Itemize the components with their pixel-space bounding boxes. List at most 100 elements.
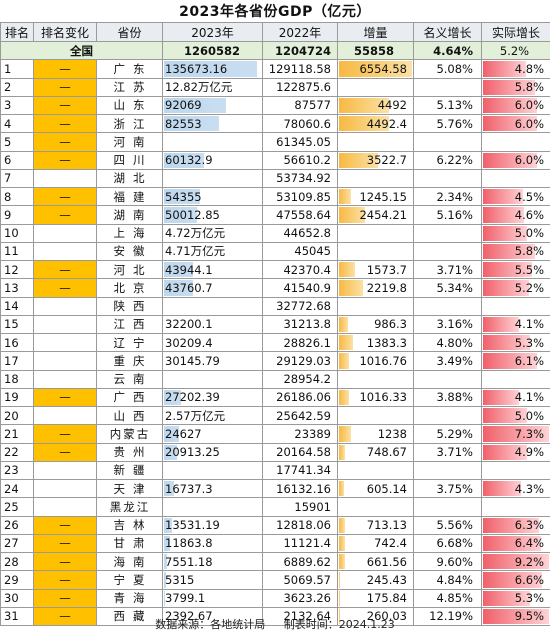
- real-bar-fill: [483, 335, 530, 351]
- gdp-2022-cell: 6889.62: [262, 551, 338, 572]
- nominal-growth-cell: [413, 369, 482, 389]
- gdp-2023-cell: 43760.7: [162, 278, 263, 298]
- nominal-growth-cell-value: 3.49%: [436, 353, 473, 368]
- inc-bar-fill: [339, 517, 346, 533]
- inc-bar-fill: [339, 353, 349, 369]
- rank-change-cell: —: [33, 551, 97, 572]
- gdp-2023-cell-value: 50012.85: [165, 207, 220, 222]
- real-bar-fill: [483, 408, 528, 424]
- rank-cell: 25: [0, 497, 34, 517]
- rank-change-cell-value: —: [59, 536, 71, 551]
- gdp-2022-cell: 56610.2: [262, 150, 338, 170]
- gdp-2022-cell-value: 31213.8: [283, 317, 331, 332]
- rank-change-cell: [33, 369, 97, 389]
- rank-cell: 31: [0, 606, 34, 627]
- increase-cell: [337, 241, 414, 262]
- total-gdp-2023: 1260582: [162, 40, 263, 61]
- nominal-growth-cell: 4.85%: [413, 588, 482, 608]
- province-cell-value: 内蒙古: [109, 426, 151, 441]
- increase-cell: 1238: [337, 424, 414, 444]
- gdp-2023-cell: 16737.3: [162, 478, 263, 499]
- gdp-2023-cell: 60132.9: [162, 150, 263, 170]
- province-cell: 山东: [96, 95, 163, 116]
- rank-change-cell: [33, 223, 97, 243]
- gdp-2023-cell-value: 54355: [165, 189, 202, 204]
- gdp-2022-cell: 122875.6: [262, 77, 338, 97]
- gdp-2023-cell-value: 24627: [165, 426, 202, 441]
- real-growth-cell-value: 5.8%: [514, 80, 544, 95]
- gdp-2022-cell-value: 47558.64: [276, 207, 331, 222]
- inc-bar-fill: [339, 262, 355, 278]
- gdp-2022-cell: 31213.8: [262, 314, 338, 335]
- increase-cell: 4492.4: [337, 113, 414, 134]
- gdp-bar-fill: [164, 426, 179, 442]
- rank-cell-value: 26: [4, 518, 19, 533]
- table-row: 29 — 宁夏 5315 5069.57 245.43 4.84% 6.6%: [0, 570, 550, 590]
- province-cell: 辽宁: [96, 332, 163, 353]
- gdp-2023-cell-value: 27202.39: [165, 390, 220, 405]
- province-cell: 广西: [96, 387, 163, 408]
- gdp-bar-fill: [164, 97, 227, 113]
- nominal-growth-cell: [413, 405, 482, 426]
- nominal-growth-cell-value: 3.88%: [436, 390, 473, 405]
- gdp-2023-cell-value: 5315: [165, 572, 195, 587]
- total-gdp-2022: 1204724: [262, 40, 338, 61]
- province-cell-value: 云南: [113, 372, 153, 387]
- nominal-growth-cell: 12.19%: [413, 606, 482, 627]
- rank-change-cell-value: —: [59, 426, 71, 441]
- increase-cell-value: 175.84: [366, 591, 407, 606]
- real-growth-cell-value: 7.3%: [514, 426, 544, 441]
- increase-cell-value: 2219.8: [366, 280, 407, 295]
- gdp-2022-cell-value: 41540.9: [283, 280, 331, 295]
- header-rank: 排名: [0, 22, 34, 42]
- table-row: 12 — 河北 43944.1 42370.4 1573.7 3.71% 5.5%: [0, 259, 550, 280]
- province-cell: 新疆: [96, 460, 163, 481]
- rank-change-cell: —: [33, 515, 97, 535]
- real-bar-fill: [483, 554, 549, 570]
- real-growth-cell-value: 6.3%: [514, 518, 544, 533]
- nominal-growth-cell-value: 5.13%: [436, 98, 473, 113]
- province-cell: 西藏: [96, 606, 163, 627]
- table-row: 28 — 海南 7551.18 6889.62 661.56 9.60% 9.2%: [0, 551, 550, 572]
- table-row: 31 — 西藏 2392.67 2132.64 260.03 12.19% 9.5%: [0, 606, 550, 627]
- gdp-2023-cell: [162, 168, 263, 189]
- rank-change-cell: —: [33, 77, 97, 97]
- real-bar-fill: [483, 316, 520, 332]
- real-growth-cell: 6.0%: [481, 113, 550, 134]
- increase-cell: 260.03: [337, 606, 414, 627]
- rank-cell: 23: [0, 460, 34, 481]
- gdp-2022-cell-value: 5069.57: [283, 572, 331, 587]
- real-growth-cell: 4.8%: [481, 59, 550, 79]
- nominal-growth-cell: [413, 296, 482, 316]
- gdp-2022-cell: 5069.57: [262, 570, 338, 590]
- inc-bar-fill: [339, 152, 378, 168]
- rank-cell: 29: [0, 570, 34, 590]
- rank-cell: 10: [0, 223, 34, 243]
- real-bar-fill: [483, 444, 527, 460]
- nominal-growth-cell: [413, 77, 482, 97]
- table-row: 11 安徽 4.71万亿元 45045 5.8%: [0, 241, 550, 262]
- header-real-growth: 实际增长: [481, 22, 550, 42]
- gdp-2023-cell-value: 32200.1: [165, 317, 213, 332]
- increase-cell: [337, 77, 414, 97]
- nominal-growth-cell-value: 5.08%: [436, 61, 473, 76]
- gdp-2022-cell: 28826.1: [262, 332, 338, 353]
- gdp-bar-fill: [164, 590, 165, 606]
- gdp-2023-cell: [162, 132, 263, 152]
- increase-cell-value: 605.14: [366, 481, 407, 496]
- province-cell: 天津: [96, 478, 163, 499]
- table-row: 6 — 四川 60132.9 56610.2 3522.7 6.22% 6.0%: [0, 150, 550, 170]
- province-cell: 四川: [96, 150, 163, 170]
- table-row: 25 黑龙江 15901: [0, 497, 550, 517]
- increase-cell: 1383.3: [337, 332, 414, 353]
- rank-cell: 18: [0, 369, 34, 389]
- rank-cell-value: 30: [4, 591, 19, 606]
- table-row: 1 — 广东 135673.16 129118.58 6554.58 5.08% 4.8%: [0, 59, 550, 79]
- gdp-2022-cell-value: 28954.2: [283, 372, 331, 387]
- inc-bar-fill: [339, 535, 346, 551]
- real-growth-cell: 6.4%: [481, 533, 550, 554]
- table-row: 5 — 河南 61345.05: [0, 132, 550, 152]
- increase-cell: 661.56: [337, 551, 414, 572]
- real-bar-fill: [483, 280, 530, 296]
